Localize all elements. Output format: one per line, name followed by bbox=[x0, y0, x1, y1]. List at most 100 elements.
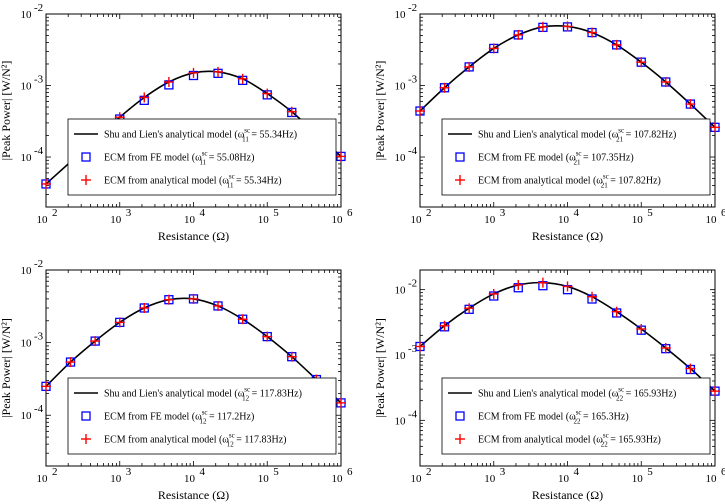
y-tick-label: 10 bbox=[21, 338, 33, 350]
x-tick-label: 10 bbox=[184, 473, 196, 485]
x-tick-exponent: 3 bbox=[126, 207, 132, 219]
analytical-model-point bbox=[163, 76, 174, 87]
x-axis-title: Resistance (Ω) bbox=[158, 488, 229, 502]
analytical-model-point bbox=[286, 351, 297, 362]
analytical-model-point bbox=[41, 381, 51, 392]
x-tick-exponent: 2 bbox=[52, 207, 58, 219]
analytical-curve bbox=[419, 281, 716, 392]
analytical-model-point bbox=[163, 294, 174, 305]
legend: Shu and Lien's analytical model (ωsc 22 =… bbox=[441, 377, 711, 455]
x-tick-exponent: 6 bbox=[347, 466, 353, 478]
x-tick-exponent: 2 bbox=[426, 207, 432, 219]
x-tick-label: 10 bbox=[37, 473, 49, 485]
analytical-model-point bbox=[562, 281, 573, 292]
legend: Shu and Lien's analytical model (ωsc 11 =… bbox=[67, 118, 337, 196]
legend-entry-label: Shu and Lien's analytical model (ωsc 11 =… bbox=[104, 127, 297, 144]
y-tick-exponent: -2 bbox=[34, 2, 43, 14]
y-tick-exponent: -2 bbox=[408, 2, 417, 14]
legend-plus-swatch bbox=[81, 434, 91, 444]
analytical-model-point bbox=[488, 43, 499, 54]
analytical-model-point bbox=[710, 122, 720, 133]
x-tick-label: 10 bbox=[258, 214, 270, 226]
y-axis-title: |Peak Power| [W/N²] bbox=[0, 318, 13, 418]
analytical-model-point bbox=[188, 293, 199, 304]
y-tick-label: 10 bbox=[21, 81, 33, 93]
legend-box bbox=[67, 118, 337, 196]
analytical-model-point bbox=[685, 99, 696, 110]
y-axis-title: |Peak Power| [W/N²] bbox=[373, 318, 387, 418]
legend-entry-label: Shu and Lien's analytical model (ωsc 12 =… bbox=[104, 386, 302, 403]
analytical-model-point bbox=[464, 303, 475, 314]
x-tick-exponent: 3 bbox=[500, 466, 506, 478]
analytical-model-point bbox=[237, 73, 248, 84]
analytical-model-point bbox=[41, 178, 51, 189]
x-tick-label: 10 bbox=[484, 473, 496, 485]
analytical-model-point bbox=[65, 357, 76, 368]
legend-box bbox=[67, 377, 337, 455]
analytical-model-point bbox=[439, 82, 450, 93]
y-tick-label: 10 bbox=[21, 9, 33, 21]
legend-entry-label: ECM from analytical model (ωsc 12 = 117.8… bbox=[104, 432, 287, 449]
x-tick-label: 10 bbox=[558, 214, 570, 226]
analytical-model-point bbox=[660, 76, 671, 87]
legend: Shu and Lien's analytical model (ωsc 12 =… bbox=[67, 377, 337, 455]
legend-square-swatch bbox=[81, 152, 91, 162]
analytical-model-point bbox=[336, 397, 346, 408]
analytical-model-point bbox=[90, 336, 101, 347]
analytical-model-point bbox=[415, 106, 425, 117]
analytical-model-point bbox=[262, 331, 273, 342]
y-tick-label: 10 bbox=[395, 285, 407, 297]
y-tick-label: 10 bbox=[21, 265, 33, 277]
analytical-model-point bbox=[636, 324, 647, 335]
x-tick-label: 10 bbox=[184, 214, 196, 226]
legend-entry-label: ECM from FE model (ωsc 12 = 117.2Hz) bbox=[104, 409, 254, 426]
y-tick-exponent: -4 bbox=[408, 145, 418, 157]
y-tick-label: 10 bbox=[21, 410, 33, 422]
x-tick-exponent: 5 bbox=[273, 466, 279, 478]
y-axis-title: |Peak Power| [W/N²] bbox=[373, 61, 387, 161]
x-tick-exponent: 5 bbox=[273, 207, 279, 219]
y-tick-exponent: -2 bbox=[34, 258, 43, 270]
x-tick-label: 10 bbox=[632, 214, 644, 226]
legend-square-swatch bbox=[81, 411, 91, 421]
y-tick-label: 10 bbox=[21, 152, 33, 164]
legend: Shu and Lien's analytical model (ωsc 21 =… bbox=[441, 118, 711, 196]
x-tick-exponent: 4 bbox=[574, 207, 580, 219]
x-tick-exponent: 4 bbox=[200, 207, 206, 219]
x-tick-label: 10 bbox=[558, 473, 570, 485]
analytical-model-point bbox=[611, 306, 622, 317]
y-tick-label: 10 bbox=[395, 81, 407, 93]
x-axis-title: Resistance (Ω) bbox=[532, 229, 603, 243]
x-tick-label: 10 bbox=[110, 214, 122, 226]
analytical-model-point bbox=[213, 66, 224, 77]
y-tick-exponent: -2 bbox=[408, 278, 417, 290]
analytical-model-point bbox=[439, 320, 450, 331]
analytical-model-point bbox=[213, 300, 224, 311]
legend-entry-label: ECM from analytical model (ωsc 22 = 165.9… bbox=[478, 432, 661, 449]
y-tick-exponent: -3 bbox=[408, 343, 418, 355]
analytical-model-point bbox=[286, 106, 297, 117]
x-axis-title: Resistance (Ω) bbox=[158, 229, 229, 243]
analytical-model-point bbox=[611, 39, 622, 50]
x-tick-label: 10 bbox=[258, 473, 270, 485]
legend-entry-label: ECM from analytical model (ωsc 11 = 55.34… bbox=[104, 173, 282, 190]
legend-square-swatch bbox=[455, 152, 465, 162]
legend-entry-label: ECM from FE model (ωsc 22 = 165.3Hz) bbox=[478, 409, 629, 426]
legend-entry-label: ECM from FE model (ωsc 21 = 107.35Hz) bbox=[478, 150, 634, 167]
analytical-model-point bbox=[139, 92, 150, 103]
x-tick-exponent: 4 bbox=[200, 466, 206, 478]
analytical-model-point bbox=[685, 363, 696, 374]
analytical-model-point bbox=[587, 291, 598, 302]
analytical-model-point bbox=[587, 27, 598, 38]
analytical-model-point bbox=[415, 341, 425, 352]
analytical-curve bbox=[419, 24, 716, 128]
y-tick-exponent: -4 bbox=[34, 145, 44, 157]
legend-entry-label: ECM from analytical model (ωsc 21 = 107.8… bbox=[478, 173, 661, 190]
x-tick-label: 10 bbox=[411, 214, 423, 226]
analytical-model-point bbox=[237, 314, 248, 325]
